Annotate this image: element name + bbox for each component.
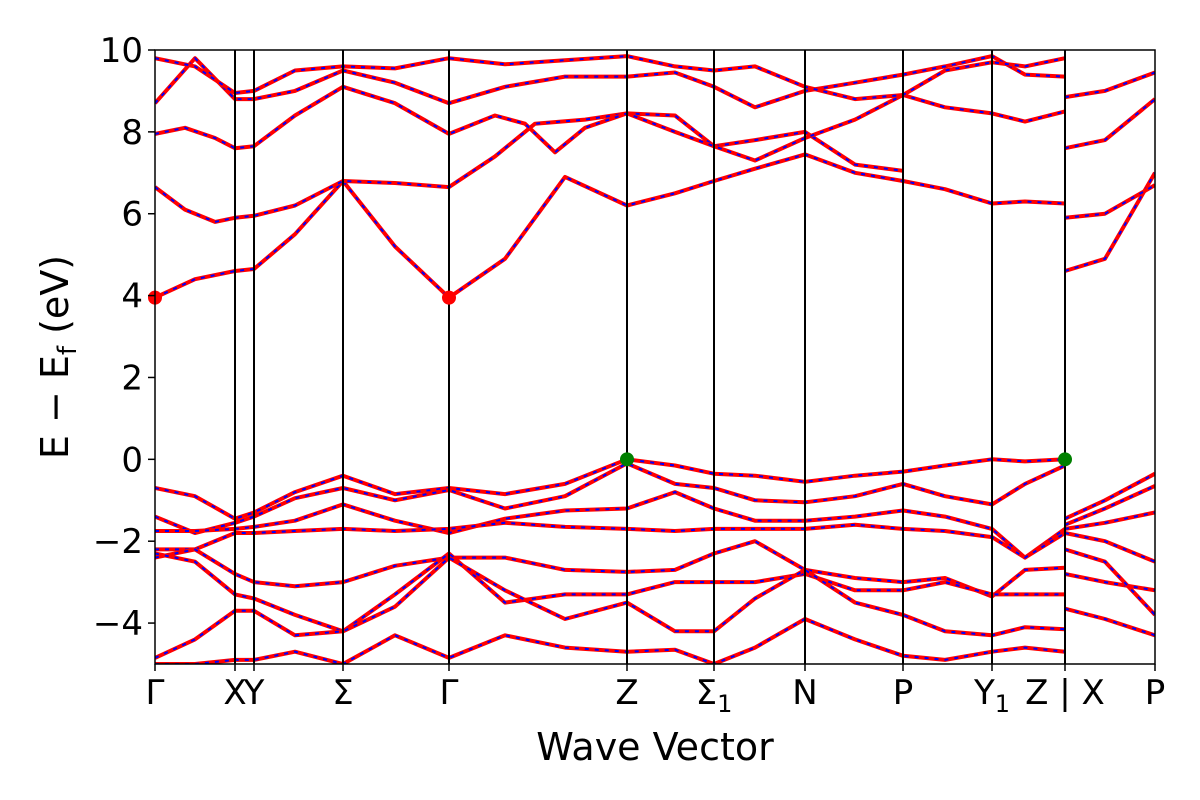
x-tick-label-11: P xyxy=(1145,673,1166,713)
x-tick-label-8: P xyxy=(893,673,914,713)
band-overlay-12 xyxy=(155,521,1066,559)
x-tick-label-6: Σ1 xyxy=(696,673,733,718)
x-tick-label-0: Γ xyxy=(146,673,165,713)
x-tick-label-1: X xyxy=(223,673,246,713)
x-ticks-layer: Γ XY Σ Γ Z Σ1 N P Y1 Z | X P xyxy=(146,664,1166,718)
vbm-marker-3 xyxy=(1058,452,1072,467)
cbm-marker-1 xyxy=(442,290,456,305)
x-tick-label-9: Y1 xyxy=(973,673,1010,718)
band-line-6 xyxy=(1064,183,1155,220)
band-overlay-21 xyxy=(1064,572,1155,592)
x-tick-label-3: Σ xyxy=(332,673,353,713)
y-tick-label-3: 2 xyxy=(121,358,143,398)
band-line-7 xyxy=(1064,97,1155,151)
band-overlay-4 xyxy=(155,55,1066,101)
x-tick-label-7: N xyxy=(792,673,817,713)
band-line-0 xyxy=(155,152,1066,300)
x-tick-label-2: Y xyxy=(243,673,265,713)
band-line-12 xyxy=(155,520,1067,560)
band-overlay-19 xyxy=(1064,511,1155,530)
band-overlay-6 xyxy=(1064,184,1155,219)
band-overlay-5 xyxy=(1064,172,1155,272)
band-line-17 xyxy=(1064,471,1155,521)
band-line-14 xyxy=(155,551,1065,634)
band-overlay-17 xyxy=(1064,472,1155,520)
y-tick-label-4: 4 xyxy=(121,277,143,317)
y-tick-label-5: 6 xyxy=(121,195,143,235)
x-tick-label-10: Z | X xyxy=(1025,673,1105,713)
band-line-13 xyxy=(155,539,1066,599)
y-tick-label-2: 0 xyxy=(121,440,143,480)
band-overlay-10 xyxy=(155,462,1066,535)
band-overlay-23 xyxy=(1064,548,1155,616)
band-line-2 xyxy=(155,84,1066,163)
y-tick-label-1: −2 xyxy=(93,522,143,562)
bands-layer xyxy=(155,54,1155,664)
y-axis-label: E − Ef (eV) xyxy=(33,255,83,459)
plot-frame xyxy=(154,49,1156,665)
band-overlay-22 xyxy=(1064,607,1155,637)
kpoint-lines-layer xyxy=(234,50,1066,664)
band-overlay-18 xyxy=(1064,484,1155,526)
x-tick-label-5: Z xyxy=(615,673,638,713)
band-overlay-20 xyxy=(1064,532,1155,563)
vbm-marker-2 xyxy=(620,452,634,467)
band-line-5 xyxy=(1064,171,1155,273)
y-ticks-layer: −4 −2 0 2 4 6 8 10 xyxy=(93,31,155,644)
band-line-20 xyxy=(1064,531,1155,564)
band-line-8 xyxy=(1064,70,1155,100)
band-overlay-2 xyxy=(155,85,1066,162)
band-overlay-9 xyxy=(155,458,1066,520)
band-overlay-0 xyxy=(155,153,1066,299)
x-axis-label: Wave Vector xyxy=(536,725,774,769)
x-tick-label-4: Γ xyxy=(440,673,459,713)
band-overlay-8 xyxy=(1064,71,1155,99)
y-tick-label-6: 8 xyxy=(121,113,143,153)
y-tick-label-7: 10 xyxy=(100,31,143,71)
band-overlay-13 xyxy=(155,540,1066,598)
y-tick-label-0: −4 xyxy=(93,604,143,644)
band-overlay-7 xyxy=(1064,98,1155,150)
markers-layer xyxy=(148,290,1072,467)
band-line-22 xyxy=(1064,606,1155,638)
